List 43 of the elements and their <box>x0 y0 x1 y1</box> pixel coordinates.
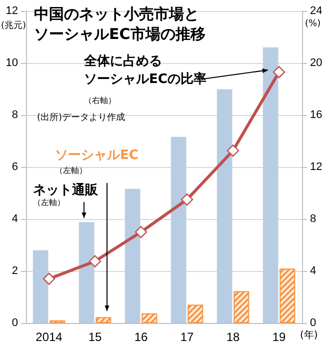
bar <box>216 89 232 323</box>
x-tick-label: 17 <box>180 330 194 344</box>
point <box>42 272 56 285</box>
point <box>272 66 286 78</box>
y2-tick-label: 0 <box>310 317 316 329</box>
y-tick-label: 10 <box>6 57 18 69</box>
x-tick-label: 15 <box>88 330 102 344</box>
y2-axis-title: (%) <box>305 19 321 29</box>
y2-tick-label: 16 <box>310 109 322 121</box>
y-tick-label: 2 <box>12 265 18 277</box>
point <box>180 193 194 206</box>
y2-tick-label: 8 <box>310 213 316 225</box>
x-tick-label: 16 <box>134 330 148 344</box>
x-axis-title: (年) <box>300 329 318 342</box>
point <box>88 255 102 268</box>
point <box>226 144 240 157</box>
bar <box>262 47 278 323</box>
y2-tick-label: 24 <box>310 5 322 17</box>
y2-tick-label: 20 <box>310 57 322 69</box>
y-tick-label: 6 <box>12 161 18 173</box>
text: ソーシャルEC <box>55 147 138 164</box>
y-axis-title: (兆元) <box>1 20 26 32</box>
y-tick-label: 0 <box>12 317 18 329</box>
text: 全体に占めるソーシャルECの比率 <box>84 53 208 89</box>
bar <box>32 250 48 323</box>
series-label: ネット通販 <box>33 182 98 198</box>
x-tick-label: 18 <box>226 330 240 344</box>
y-tick-label: 12 <box>6 5 18 17</box>
y-tick-label: 8 <box>12 109 18 121</box>
bar <box>78 222 94 323</box>
annotation: (出所)データより作成 <box>37 112 126 124</box>
x-tick-label: 19 <box>272 330 286 344</box>
bar <box>124 188 140 323</box>
y2-tick-label: 12 <box>310 161 322 173</box>
annotation: （左軸） <box>55 165 87 176</box>
y-tick-label: 4 <box>12 213 18 225</box>
bar <box>170 136 186 323</box>
point <box>134 226 148 238</box>
annotation: （左軸） <box>33 197 65 208</box>
x-tick-label: 2014 <box>36 330 63 344</box>
y2-tick-label: 4 <box>310 265 316 277</box>
chart-title: 中国のネット小売市場とソーシャルEC市場の推移 <box>34 4 206 44</box>
annotation: （右軸） <box>84 95 116 106</box>
